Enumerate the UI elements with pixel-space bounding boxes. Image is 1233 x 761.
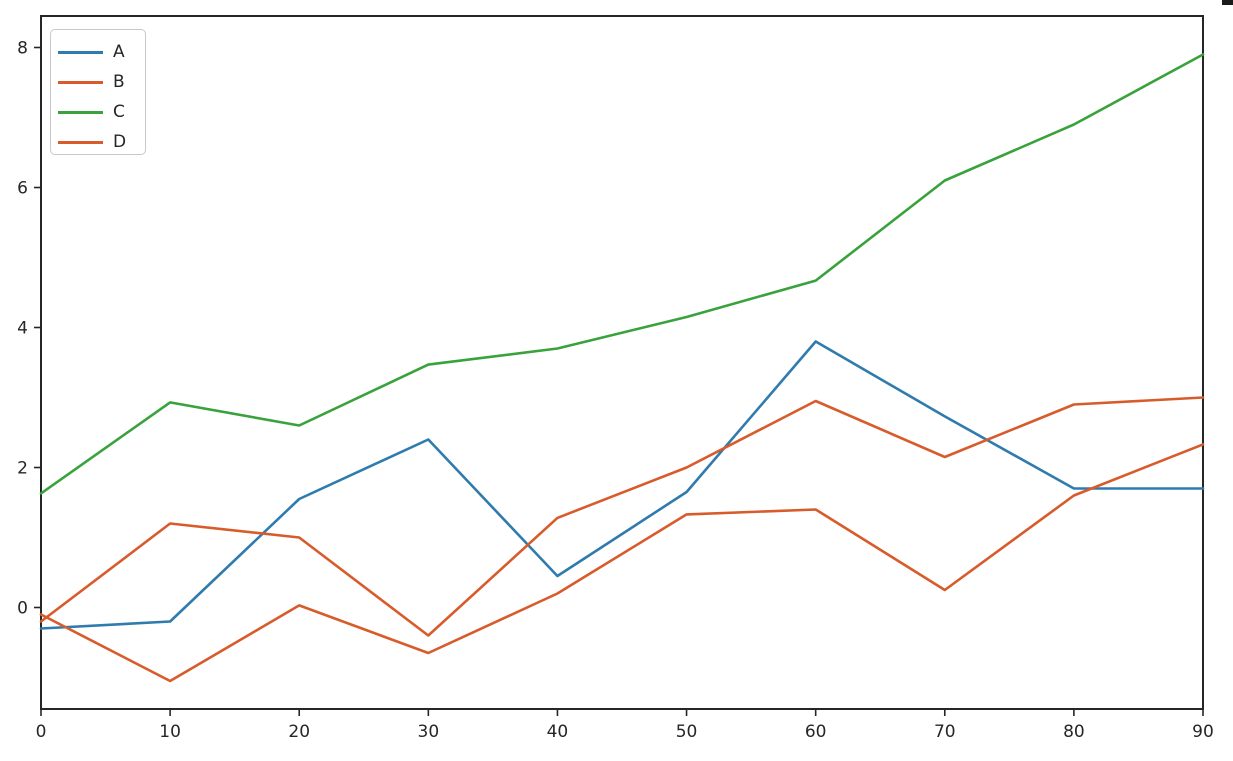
y-tick-label: 8 bbox=[17, 39, 28, 59]
series-line-A bbox=[39, 340, 1205, 630]
x-tick-label: 70 bbox=[934, 722, 956, 742]
y-tick-label: 0 bbox=[17, 599, 28, 619]
legend-item-B: B bbox=[51, 67, 145, 97]
series-line-C bbox=[39, 53, 1205, 495]
legend-item-D: D bbox=[51, 127, 145, 157]
legend-item-A: A bbox=[51, 37, 145, 67]
x-tick-label: 40 bbox=[547, 722, 569, 742]
series-line-B bbox=[39, 396, 1205, 637]
legend-swatch-C bbox=[58, 110, 103, 114]
y-tick-label: 2 bbox=[17, 459, 28, 479]
y-tick-label: 4 bbox=[17, 319, 28, 339]
legend-label-C: C bbox=[113, 101, 125, 122]
y-tick-label: 6 bbox=[17, 179, 28, 199]
x-tick-label: 10 bbox=[159, 722, 181, 742]
axes-spines bbox=[40, 15, 1204, 710]
legend-swatch-B bbox=[58, 80, 103, 84]
x-tick-label: 50 bbox=[676, 722, 698, 742]
legend-swatch-A bbox=[58, 50, 103, 54]
x-tick-label: 90 bbox=[1192, 722, 1214, 742]
legend-label-A: A bbox=[113, 41, 125, 62]
legend-label-D: D bbox=[113, 131, 127, 152]
legend-item-C: C bbox=[51, 97, 145, 127]
x-tick-label: 30 bbox=[418, 722, 440, 742]
legend-label-B: B bbox=[113, 71, 125, 92]
corner-artifact-mark bbox=[1222, 0, 1233, 5]
series-line-D bbox=[39, 443, 1205, 683]
x-tick-label: 20 bbox=[288, 722, 310, 742]
legend-swatch-D bbox=[58, 140, 103, 144]
x-tick-label: 0 bbox=[36, 722, 47, 742]
x-tick-label: 60 bbox=[805, 722, 827, 742]
x-tick-label: 80 bbox=[1063, 722, 1085, 742]
